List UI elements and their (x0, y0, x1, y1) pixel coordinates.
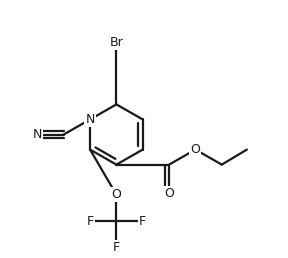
Text: O: O (111, 188, 121, 201)
Text: O: O (164, 187, 174, 200)
Text: F: F (139, 215, 146, 228)
Text: F: F (86, 215, 94, 228)
Text: O: O (190, 143, 200, 156)
Text: N: N (33, 128, 42, 141)
Text: N: N (85, 113, 95, 126)
Text: Br: Br (109, 36, 123, 50)
Text: F: F (113, 241, 120, 254)
